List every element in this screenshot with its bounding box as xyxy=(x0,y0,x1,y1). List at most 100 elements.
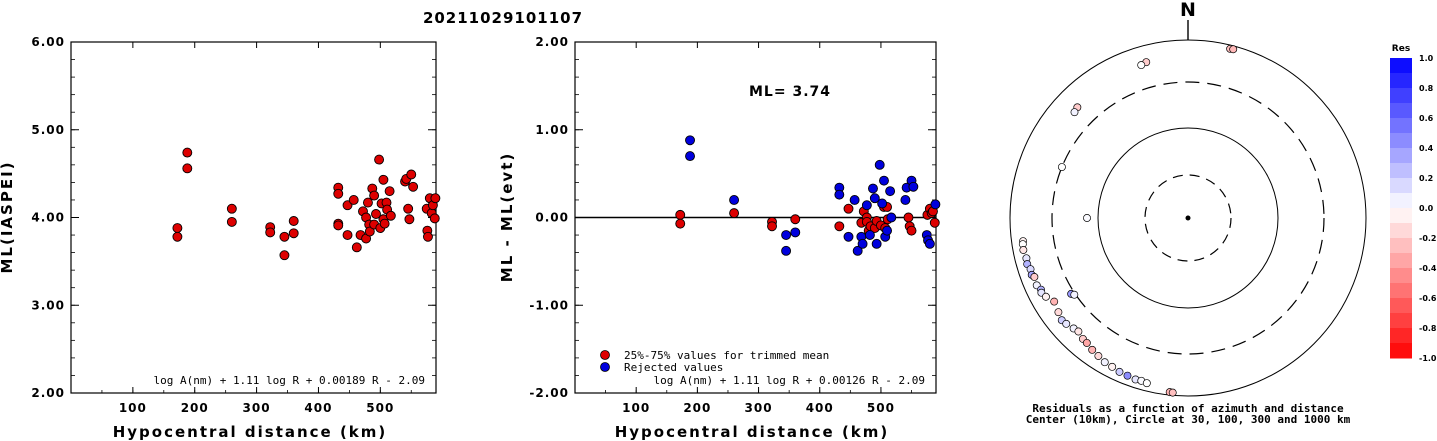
x-tick-label: 100 xyxy=(119,401,147,415)
colorbar-cell xyxy=(1390,178,1412,194)
x-axis-label: Hypocentral distance (km) xyxy=(615,423,890,441)
x-tick-label: 300 xyxy=(745,401,773,415)
colorbar-label: 0.4 xyxy=(1419,144,1434,153)
data-point xyxy=(874,159,885,170)
data-point xyxy=(729,208,740,219)
data-point xyxy=(369,190,380,201)
x-tick-label: 100 xyxy=(622,401,650,415)
panel-polar: N Residuals as a function of azimuth and… xyxy=(1009,0,1367,426)
data-point xyxy=(172,223,183,233)
data-point xyxy=(852,245,863,256)
y-tick-label: 1.00 xyxy=(535,123,569,137)
data-point xyxy=(906,225,917,236)
data-point xyxy=(685,135,695,146)
y-tick-label: 0.00 xyxy=(535,211,569,225)
x-axis-label: Hypocentral distance (km) xyxy=(113,423,388,441)
x-tick-label: 500 xyxy=(867,401,895,415)
station-marker xyxy=(1019,246,1028,254)
panel-residual: 100 200 300 400 500 -2.00 -1.00 0.00 1.00 2.00 ML… xyxy=(498,35,941,441)
data-point xyxy=(903,212,914,223)
data-point xyxy=(790,214,801,225)
colorbar-cell xyxy=(1390,223,1412,239)
data-point xyxy=(423,231,433,242)
data-point xyxy=(406,169,417,180)
y-tick-label: 2.00 xyxy=(31,386,65,400)
colorbar-cell xyxy=(1390,193,1412,209)
ml-annotation: ML= 3.74 xyxy=(749,84,831,100)
y-tick-label: 5.00 xyxy=(31,123,65,137)
data-point xyxy=(781,245,792,256)
data-point xyxy=(869,193,880,204)
colorbar-cell xyxy=(1390,253,1412,269)
station-marker xyxy=(1054,308,1063,317)
colorbar-cell xyxy=(1390,58,1412,74)
legend-marker-rejected xyxy=(600,362,610,372)
data-point xyxy=(279,250,290,261)
data-point xyxy=(265,227,276,238)
data-point xyxy=(182,147,193,158)
colorbar-label: 0.2 xyxy=(1419,174,1433,183)
data-point xyxy=(675,218,686,229)
data-point xyxy=(379,218,390,229)
data-point xyxy=(908,181,919,192)
data-point xyxy=(930,199,941,210)
figure-title: 20211029101107 xyxy=(423,9,583,27)
y-tick-label: -2.00 xyxy=(529,386,569,400)
north-label: N xyxy=(1180,0,1196,21)
colorbar-cell xyxy=(1390,298,1412,314)
data-point xyxy=(685,151,695,162)
data-point xyxy=(371,209,381,219)
colorbar-cell xyxy=(1390,238,1412,254)
data-point xyxy=(364,226,375,237)
data-point xyxy=(342,200,353,211)
data-point xyxy=(378,174,389,185)
colorbar-cell xyxy=(1390,328,1412,344)
data-point xyxy=(172,231,183,242)
formula-text: log A(nm) + 1.11 log R + 0.00126 R - 2.0… xyxy=(653,374,925,387)
data-point xyxy=(879,175,889,186)
station-marker xyxy=(1142,379,1151,388)
y-axis-label: ML - ML(evt) xyxy=(498,152,516,282)
station-marker xyxy=(1057,163,1066,172)
data-point xyxy=(333,188,344,199)
data-point xyxy=(868,183,878,194)
data-point xyxy=(404,214,415,225)
data-point xyxy=(790,227,801,238)
legend-label-trimmed: 25%-75% values for trimmed mean xyxy=(624,349,829,362)
data-point xyxy=(333,220,344,231)
data-point xyxy=(849,194,860,205)
y-axis-label: ML(IASPEI) xyxy=(0,160,16,273)
data-point xyxy=(900,194,911,205)
data-point xyxy=(403,203,414,214)
station-marker xyxy=(1137,61,1146,70)
data-point xyxy=(885,186,896,197)
station-marker xyxy=(1030,273,1039,281)
colorbar-cell xyxy=(1390,343,1412,359)
data-point xyxy=(362,197,373,208)
colorbar: Res 1.0 0.8 0.6 0.4 0.2 0.0 -0.2 -0.4 -0.6 -0.8 -1… xyxy=(1390,44,1437,363)
ring-300km xyxy=(1051,81,1325,355)
epicenter-marker xyxy=(1185,215,1191,221)
ring-1000km xyxy=(1009,39,1367,397)
x-tick-label: 500 xyxy=(366,401,394,415)
colorbar-cell xyxy=(1390,313,1412,329)
data-point xyxy=(348,194,359,205)
data-point xyxy=(288,228,299,239)
polar-caption-line1: Residuals as a function of azimuth and d… xyxy=(1032,402,1344,415)
data-point xyxy=(843,203,854,214)
legend-label-rejected: Rejected values xyxy=(624,361,723,374)
x-tick-label: 400 xyxy=(806,401,834,415)
station-marker xyxy=(1074,327,1083,336)
colorbar-label: -0.8 xyxy=(1419,324,1437,333)
station-marker xyxy=(1168,388,1177,397)
colorbar-cell xyxy=(1390,268,1412,284)
colorbar-cell xyxy=(1390,103,1412,119)
data-point xyxy=(288,216,299,226)
polar-caption-line2: Center (10km), Circle at 30, 100, 300 an… xyxy=(1026,413,1351,426)
station-marker xyxy=(1229,45,1238,54)
station-marker xyxy=(1070,290,1079,299)
data-point xyxy=(843,231,854,242)
station-marker xyxy=(1062,319,1071,328)
colorbar-cell xyxy=(1390,88,1412,104)
colorbar-cell xyxy=(1390,73,1412,89)
